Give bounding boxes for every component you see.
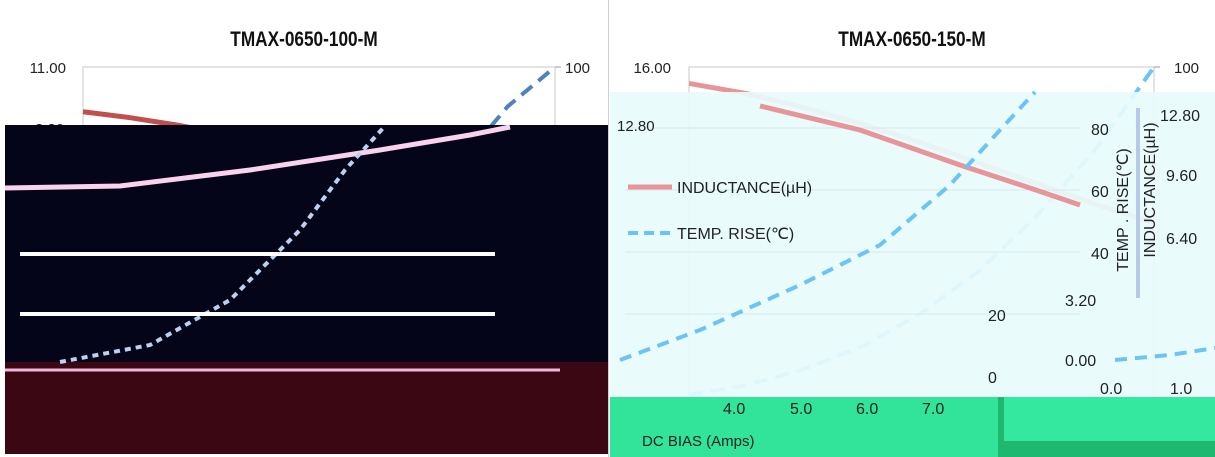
x-tick-label: 4.0 [723, 401, 745, 418]
y-left-tick-label: 12.80 [617, 118, 655, 135]
y-left-tick-label: 0.00 [1065, 353, 1096, 370]
glitch-dashed-curve [59, 124, 387, 364]
glitch-block-dark [5, 125, 608, 363]
x-axis-title: DC BIAS (Amps) [642, 433, 755, 450]
legend-label-temp-rise: TEMP. RISE(℃) [677, 226, 794, 243]
y-right-tick-label: 40 [1091, 246, 1109, 263]
series-line-temp-rise-tail [1114, 346, 1215, 362]
y-left-tick-label: 11.00 [30, 60, 66, 77]
chart-title-left: TMAX-0650-100-M [230, 28, 378, 51]
y-left-tick-label: 3.20 [1065, 293, 1096, 310]
y-left-tick-label: 16.00 [633, 60, 671, 77]
y-left-tick-label: 9.60 [1166, 168, 1197, 185]
x-tick-label: 5.0 [790, 401, 812, 418]
y-right-axis-title: TEMP . RISE(℃) [1115, 148, 1132, 271]
legend-label-inductance: INDUCTANCE(µH) [677, 180, 812, 197]
y-right-tick-label: 100 [1174, 60, 1199, 77]
y-left-tick-label: 12.80 [1160, 108, 1200, 125]
x-tick-label: 6.0 [856, 401, 878, 418]
glitch-block-cyan [610, 92, 1215, 398]
series-line-inductance [759, 103, 1081, 208]
series-line-temp-rise [619, 90, 1037, 362]
y-right-tick-label: 100 [565, 60, 590, 77]
y-left-tick-label: 6.40 [1166, 231, 1197, 248]
y-right-tick-label: 60 [1091, 184, 1109, 201]
x-tick-label: 7.0 [922, 401, 944, 418]
glitch-block-green3 [1004, 397, 1215, 441]
x-tick-label: 0.0 [1100, 381, 1122, 398]
y-right-tick-label: 0 [988, 370, 997, 387]
glitch-pink-line [4, 124, 511, 191]
y-right-tick-label: 80 [1091, 122, 1109, 139]
chart-title-right: TMAX-0650-150-M [838, 28, 986, 51]
glitch-block-maroon [5, 362, 608, 454]
y-left-axis-title: INDUCTANCE(µH) [1142, 122, 1159, 257]
glitch-block-green [610, 397, 998, 457]
y-right-tick-label: 20 [988, 308, 1006, 325]
axis-bar [1136, 108, 1140, 298]
x-tick-label: 1.0 [1170, 381, 1192, 398]
